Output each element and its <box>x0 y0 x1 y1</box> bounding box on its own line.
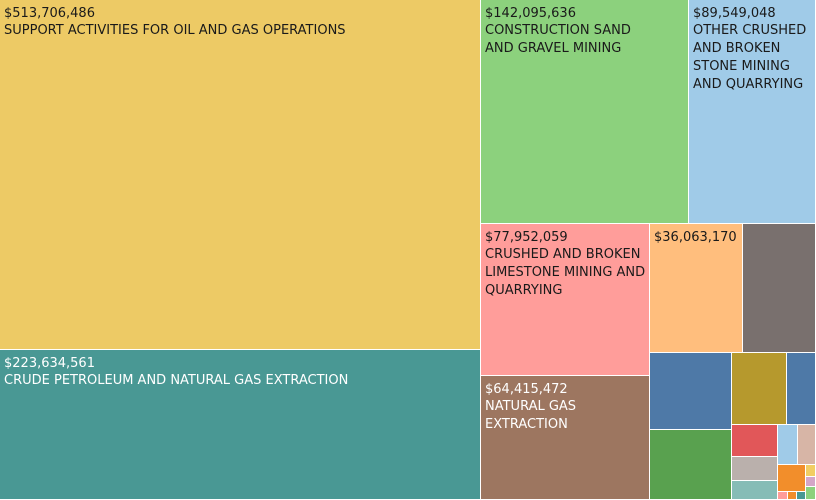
treemap-tile-36m[interactable]: $36,063,170 <box>650 224 743 353</box>
treemap-tile-crushed-limestone[interactable]: $77,952,059 CRUSHED AND BROKEN LIMESTONE… <box>481 224 650 376</box>
tile-label: CONSTRUCTION SAND AND GRAVEL MINING <box>485 23 631 56</box>
treemap-tile-other-crushed-stone[interactable]: $89,549,048 OTHER CRUSHED AND BROKEN STO… <box>689 0 816 224</box>
treemap-tile-small[interactable] <box>743 224 816 353</box>
tile-value: $142,095,636 <box>485 6 576 21</box>
treemap-tile-natural-gas-extraction[interactable]: $64,415,472 NATURAL GAS EXTRACTION <box>481 376 650 500</box>
treemap-tile-small[interactable] <box>797 492 806 500</box>
treemap-tile-small[interactable] <box>732 353 787 425</box>
treemap-tile-small[interactable] <box>806 465 816 477</box>
tile-label: CRUDE PETROLEUM AND NATURAL GAS EXTRACTI… <box>4 373 349 388</box>
treemap-tile-construction-sand-gravel[interactable]: $142,095,636 CONSTRUCTION SAND AND GRAVE… <box>481 0 689 224</box>
tile-label: SUPPORT ACTIVITIES FOR OIL AND GAS OPERA… <box>4 23 346 38</box>
treemap-tile-small[interactable] <box>732 481 778 500</box>
tile-label: OTHER CRUSHED AND BROKEN STONE MINING AN… <box>693 23 807 92</box>
tile-value: $513,706,486 <box>4 6 95 21</box>
tile-label: CRUSHED AND BROKEN LIMESTONE MINING AND … <box>485 247 646 298</box>
treemap-tile-small[interactable] <box>798 425 816 465</box>
treemap-tile-small[interactable] <box>806 477 816 487</box>
tile-label: NATURAL GAS EXTRACTION <box>485 399 577 432</box>
treemap-tile-crude-petroleum[interactable]: $223,634,561 CRUDE PETROLEUM AND NATURAL… <box>0 350 481 500</box>
treemap-tile-support-activities[interactable]: $513,706,486 SUPPORT ACTIVITIES FOR OIL … <box>0 0 481 350</box>
tile-value: $64,415,472 <box>485 382 568 397</box>
tile-value: $223,634,561 <box>4 356 95 371</box>
treemap-tile-small[interactable] <box>732 457 778 481</box>
tile-value: $89,549,048 <box>693 6 776 21</box>
treemap-tile-small[interactable] <box>778 492 788 500</box>
tile-value: $77,952,059 <box>485 230 568 245</box>
treemap-tile-small[interactable] <box>806 487 816 500</box>
treemap-tile-small[interactable] <box>778 425 798 465</box>
tile-value: $36,063,170 <box>654 230 737 245</box>
treemap-tile-small[interactable] <box>788 492 797 500</box>
treemap-tile-small[interactable] <box>778 465 806 492</box>
treemap-tile-small[interactable] <box>650 353 732 430</box>
treemap-tile-small[interactable] <box>732 425 778 457</box>
treemap-tile-small[interactable] <box>787 353 816 425</box>
treemap-tile-small[interactable] <box>650 430 732 500</box>
